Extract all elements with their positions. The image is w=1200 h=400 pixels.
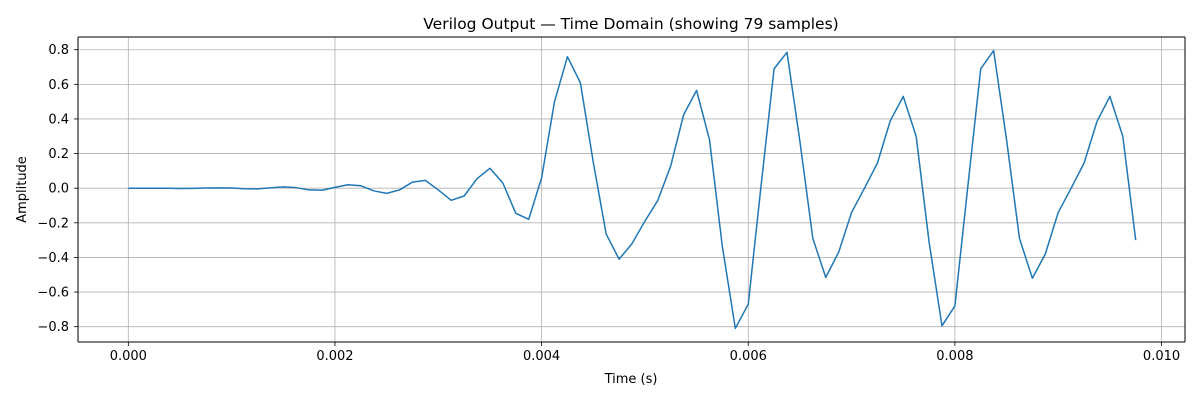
y-tick-label: 0.6 xyxy=(48,78,69,93)
y-tick-label: −0.8 xyxy=(37,320,69,335)
y-axis-label: Amplitude xyxy=(15,156,30,223)
y-tick-label: 0.2 xyxy=(48,147,69,162)
chart-title: Verilog Output — Time Domain (showing 79… xyxy=(423,15,838,33)
x-tick-label: 0.010 xyxy=(1143,349,1180,364)
x-tick-label: 0.004 xyxy=(523,349,560,364)
y-tick-label: −0.2 xyxy=(37,216,69,231)
series-line xyxy=(128,49,1137,330)
y-tick-label: 0.0 xyxy=(48,182,69,197)
plot-area xyxy=(78,37,1185,342)
x-tick-label: 0.008 xyxy=(936,349,973,364)
grid-layer xyxy=(78,37,1185,342)
x-tick-label: 0.006 xyxy=(730,349,767,364)
y-tick-label: 0.4 xyxy=(48,112,69,127)
x-tick-label: 0.002 xyxy=(316,349,353,364)
y-tick-label: 0.8 xyxy=(48,43,69,58)
axes-frame xyxy=(77,36,1186,343)
line-layer xyxy=(128,49,1137,330)
x-tick-label: 0.000 xyxy=(110,349,147,364)
tick-layer: 0.000 0.002 0.004 0.006 0.008 0.010 −0.8 −0.6 −0… xyxy=(37,43,1180,364)
x-axis-label: Time (s) xyxy=(604,372,658,387)
y-tick-label: −0.4 xyxy=(37,251,69,266)
y-tick-label: −0.6 xyxy=(37,286,69,301)
